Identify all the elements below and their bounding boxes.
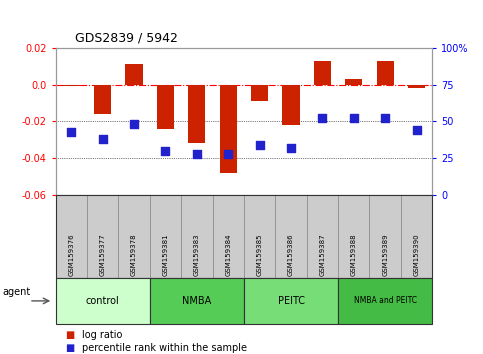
Bar [251, 85, 268, 101]
Point [256, 142, 264, 148]
Text: GSM159388: GSM159388 [351, 234, 357, 276]
Bar [283, 85, 299, 125]
Point [287, 145, 295, 150]
Text: ■: ■ [65, 330, 74, 339]
Text: NMBA: NMBA [182, 296, 212, 306]
Bar [94, 85, 111, 114]
Text: GSM159381: GSM159381 [162, 234, 169, 276]
Bar [345, 79, 362, 85]
Text: GSM159376: GSM159376 [68, 234, 74, 276]
Point [68, 129, 75, 135]
Text: agent: agent [2, 287, 30, 297]
Text: PEITC: PEITC [278, 296, 304, 306]
Bar [188, 85, 205, 143]
Text: log ratio: log ratio [82, 330, 123, 339]
Point [193, 151, 201, 156]
Point [412, 127, 420, 133]
Bar [314, 61, 331, 85]
Point [99, 136, 107, 142]
Bar [220, 85, 237, 173]
Text: GDS2839 / 5942: GDS2839 / 5942 [75, 31, 178, 44]
Bar [126, 64, 142, 85]
Bar [157, 85, 174, 129]
Text: GSM159377: GSM159377 [99, 234, 106, 276]
Text: percentile rank within the sample: percentile rank within the sample [82, 343, 247, 353]
Text: ■: ■ [65, 343, 74, 353]
Text: GSM159389: GSM159389 [382, 234, 388, 276]
Bar [63, 85, 80, 86]
Bar [408, 85, 425, 88]
Point [350, 115, 357, 121]
Text: GSM159384: GSM159384 [225, 234, 231, 276]
Text: GSM159378: GSM159378 [131, 234, 137, 276]
Text: GSM159385: GSM159385 [256, 234, 263, 276]
Point [130, 121, 138, 127]
Point [161, 148, 170, 154]
Text: NMBA and PEITC: NMBA and PEITC [354, 296, 417, 306]
Point [382, 115, 389, 121]
Text: GSM159386: GSM159386 [288, 234, 294, 276]
Text: control: control [86, 296, 119, 306]
Bar [377, 61, 394, 85]
Point [224, 151, 232, 156]
Point [319, 115, 327, 121]
Text: GSM159383: GSM159383 [194, 234, 200, 276]
Text: GSM159387: GSM159387 [319, 234, 326, 276]
Text: GSM159390: GSM159390 [413, 234, 420, 276]
